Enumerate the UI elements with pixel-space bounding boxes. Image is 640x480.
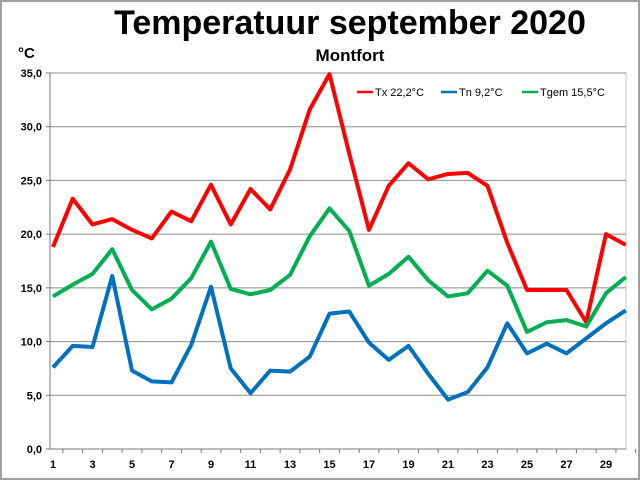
x-tick-label: 1 bbox=[50, 459, 56, 471]
legend-label: Tn 9,2°C bbox=[459, 87, 503, 99]
x-tick-label: 25 bbox=[521, 459, 533, 471]
series-line-tx bbox=[51, 72, 627, 325]
x-tick-label: 23 bbox=[481, 459, 493, 471]
y-tick-label: 30,0 bbox=[21, 122, 42, 134]
legend-label: Tgem 15,5°C bbox=[540, 87, 605, 99]
plot-area bbox=[49, 72, 627, 450]
x-tick-label: 7 bbox=[168, 459, 174, 471]
y-tick-label: 0,0 bbox=[27, 444, 42, 456]
y-tick-label: 25,0 bbox=[21, 175, 42, 187]
x-tick-label: 15 bbox=[323, 459, 335, 471]
x-tick-label: 17 bbox=[363, 459, 375, 471]
y-tick-label: 15,0 bbox=[21, 283, 42, 295]
legend-label: Tx 22,2°C bbox=[375, 87, 424, 99]
series-line-tgem bbox=[51, 206, 628, 334]
x-tick-label: 27 bbox=[560, 459, 572, 471]
x-tick-label: 29 bbox=[600, 459, 612, 471]
x-tick-label: 9 bbox=[208, 459, 214, 471]
x-tick-label: 11 bbox=[245, 459, 257, 471]
x-tick-label: 21 bbox=[442, 459, 454, 471]
x-tick-label: 3 bbox=[89, 459, 95, 471]
series-line-tn bbox=[51, 274, 627, 402]
y-tick-label: 5,0 bbox=[27, 390, 42, 402]
chart-subtitle: Montfort bbox=[316, 46, 385, 65]
y-tick-label: 35,0 bbox=[21, 68, 42, 80]
chart-title: Temperatuur september 2020 bbox=[114, 4, 586, 42]
x-tick-label: 19 bbox=[402, 459, 414, 471]
x-tick-label: 5 bbox=[129, 459, 135, 471]
x-tick-label: 13 bbox=[284, 459, 296, 471]
y-axis-label: °C bbox=[18, 45, 35, 62]
y-tick-label: 10,0 bbox=[21, 337, 42, 349]
y-tick-label: 20,0 bbox=[21, 229, 42, 241]
